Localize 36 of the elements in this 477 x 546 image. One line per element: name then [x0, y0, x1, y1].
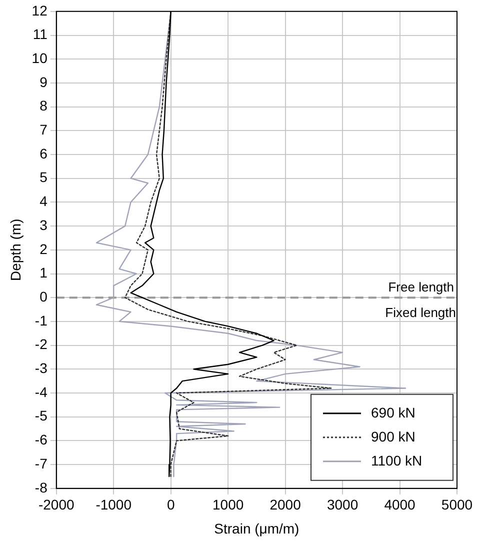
- x-axis-title: Strain (μm/m): [214, 520, 300, 536]
- y-tick-label: -6: [34, 432, 48, 448]
- y-tick-label: -4: [34, 384, 48, 400]
- y-tick-label: 4: [40, 193, 48, 210]
- y-tick-label: 8: [40, 98, 48, 114]
- y-tick-label: 12: [32, 2, 48, 18]
- y-tick-label: -2: [34, 336, 48, 352]
- y-tick-label: 6: [40, 145, 48, 162]
- x-tick-label: 5000: [441, 496, 473, 513]
- y-tick-label: 2: [40, 240, 48, 257]
- y-tick-label: 11: [32, 26, 48, 42]
- legend-label: 1100 kN: [371, 452, 422, 468]
- x-tick-label: 2000: [270, 496, 302, 513]
- y-tick-label: 5: [40, 169, 48, 186]
- y-tick-label: -7: [34, 455, 48, 472]
- ref-line-label: Free length: [388, 280, 454, 295]
- y-tick-label: 9: [40, 74, 48, 90]
- x-tick-label: 0: [166, 496, 175, 513]
- x-tick-label: -1000: [96, 496, 132, 513]
- y-tick-label: 7: [40, 122, 48, 138]
- y-axis-title: Depth (m): [7, 218, 24, 282]
- legend-label: 690 kN: [371, 404, 416, 420]
- legend-label: 900 kN: [371, 428, 416, 444]
- x-tick-label: -2000: [38, 496, 74, 513]
- y-tick-label: -3: [34, 360, 48, 376]
- y-tick-label: 10: [32, 50, 48, 66]
- y-tick-label: -5: [34, 408, 48, 424]
- y-tick-label: 3: [40, 216, 48, 233]
- x-tick-label: 1000: [212, 496, 244, 513]
- annotation: Fixed length: [385, 305, 456, 320]
- y-tick-label: -1: [34, 312, 48, 328]
- x-tick-label: 4000: [384, 496, 416, 513]
- x-tick-label: 3000: [326, 496, 358, 513]
- y-tick-label: -8: [34, 479, 48, 496]
- y-tick-label: 1: [40, 264, 48, 281]
- y-tick-label: 0: [40, 288, 48, 304]
